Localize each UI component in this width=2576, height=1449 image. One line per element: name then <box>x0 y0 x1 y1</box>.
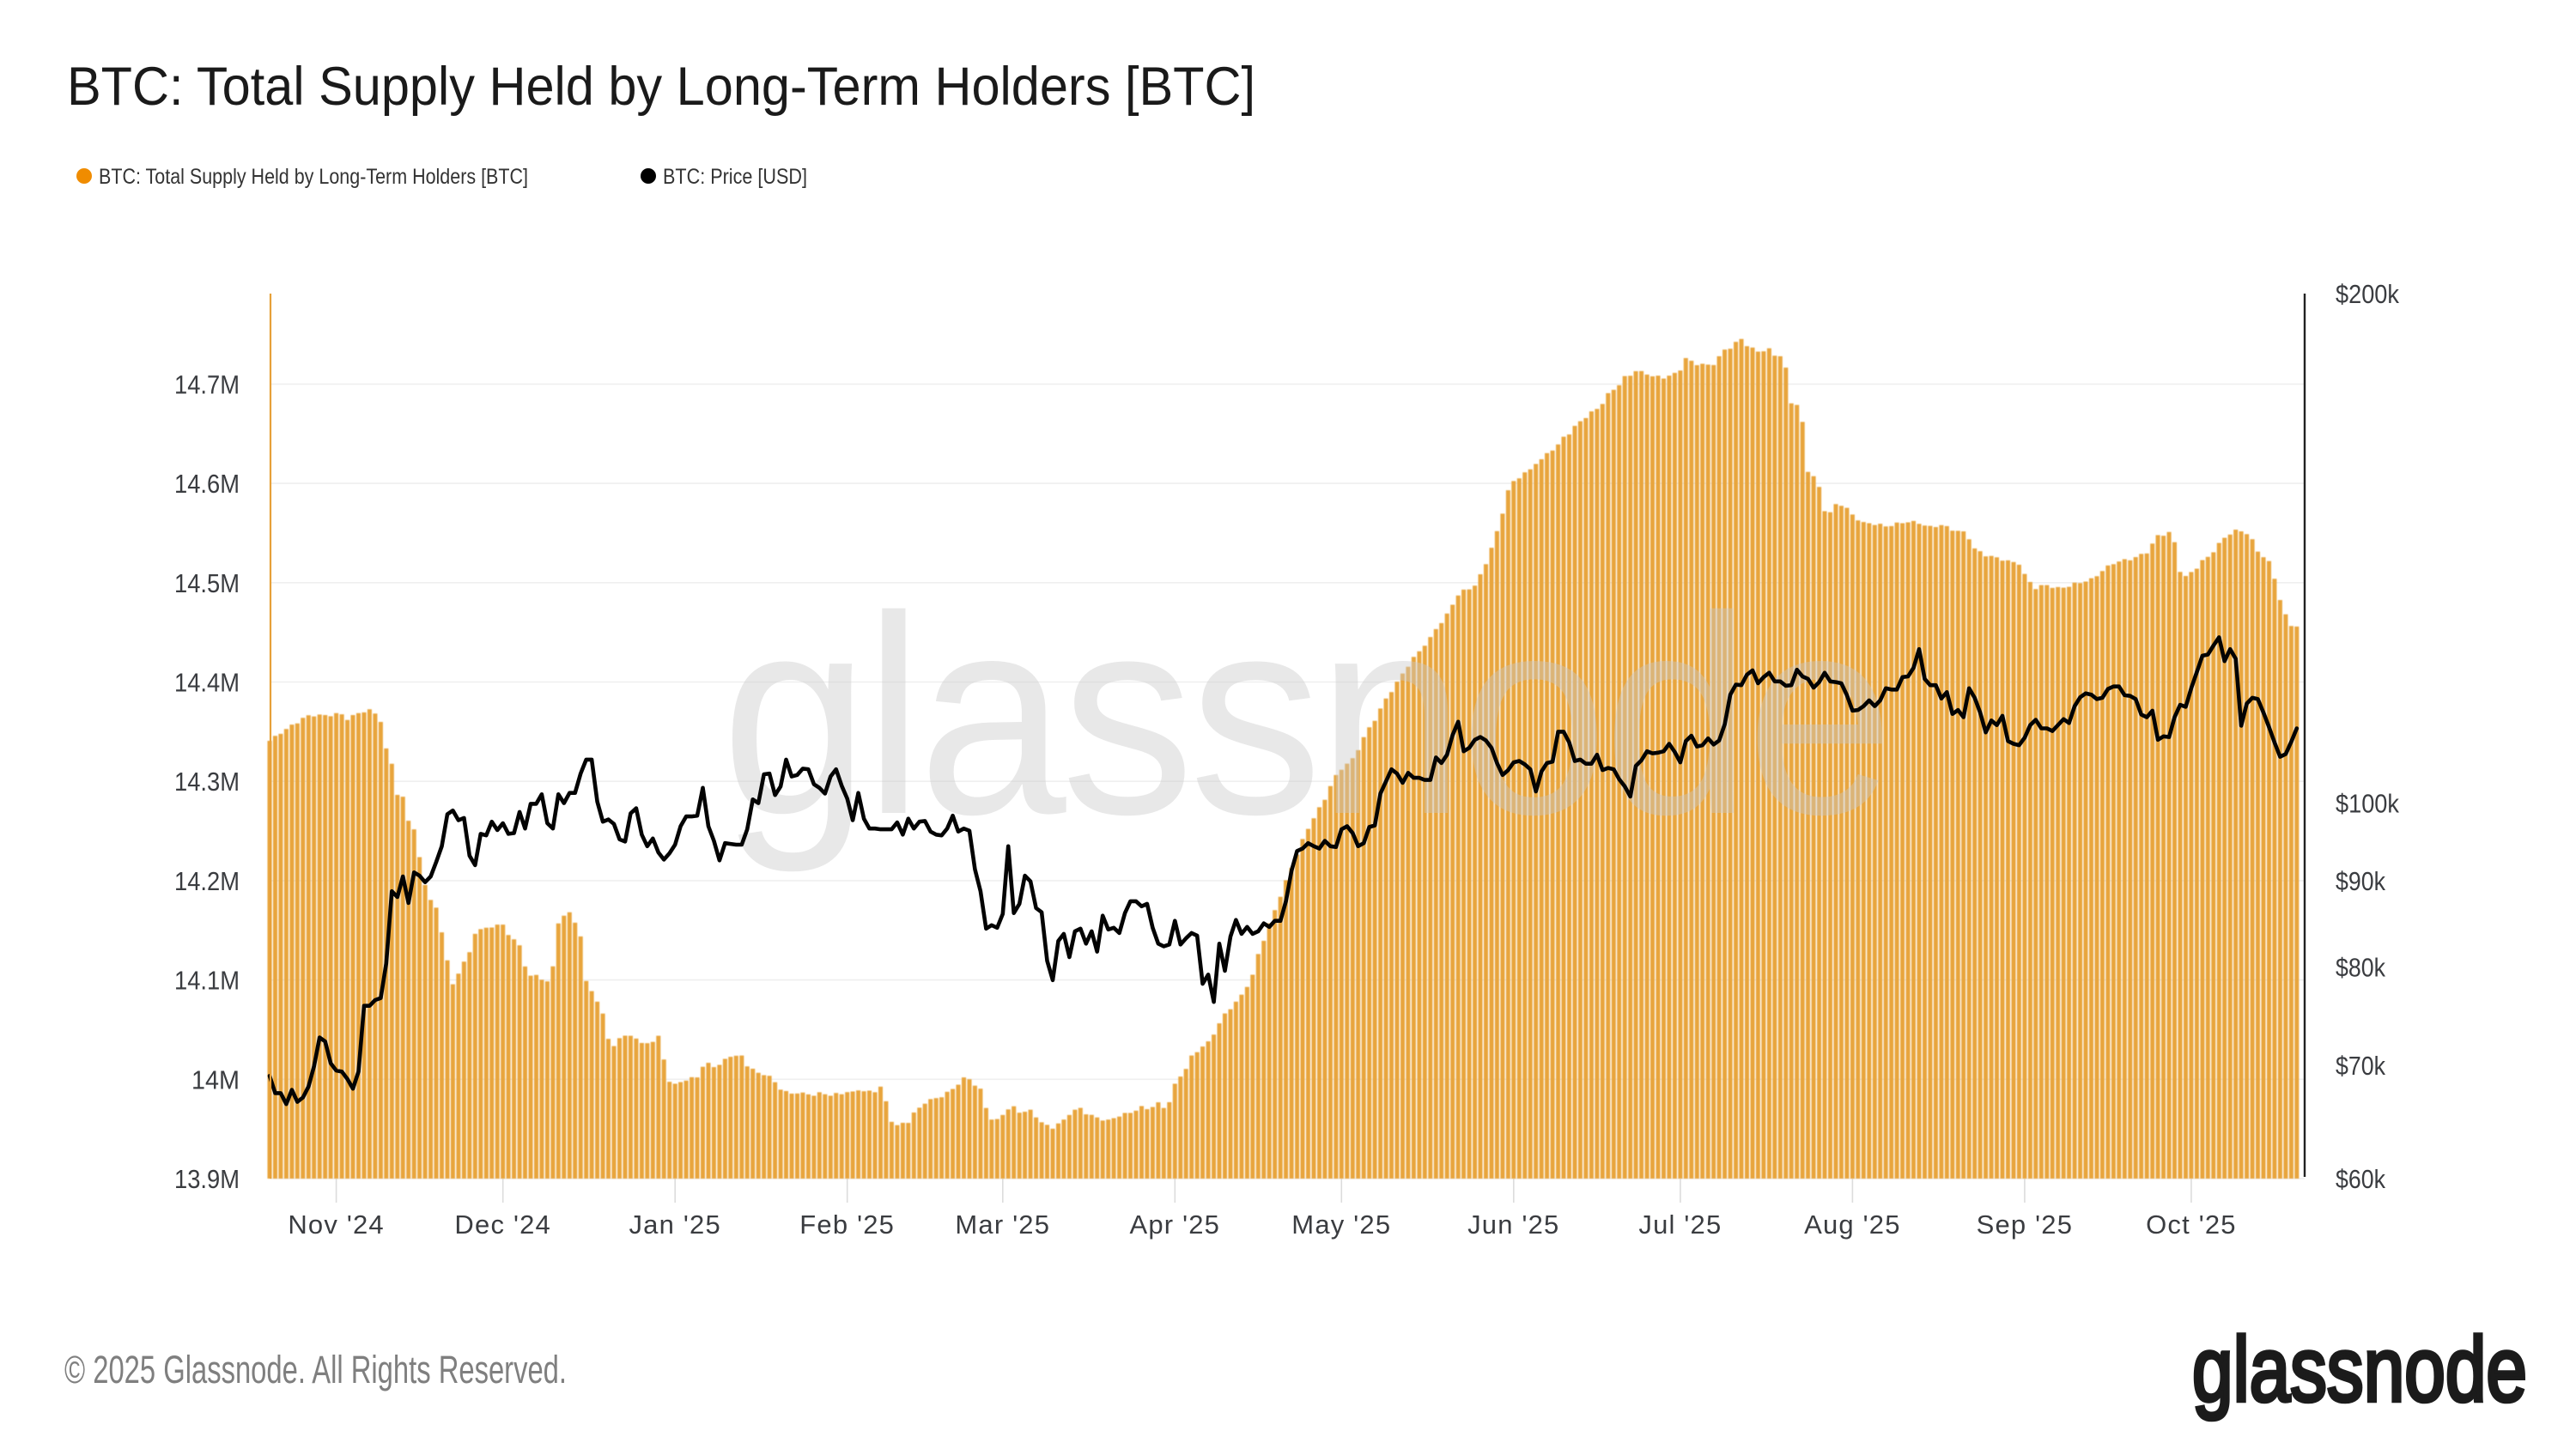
svg-text:Aug '25: Aug '25 <box>1804 1210 1901 1240</box>
svg-text:Dec '24: Dec '24 <box>454 1210 551 1240</box>
svg-text:14.1M: 14.1M <box>174 966 240 996</box>
svg-text:glassnode: glassnode <box>721 557 1889 875</box>
svg-text:14.4M: 14.4M <box>174 668 240 698</box>
svg-text:$200k: $200k <box>2336 279 2399 309</box>
svg-text:14.5M: 14.5M <box>174 568 240 598</box>
svg-text:Feb '25: Feb '25 <box>799 1210 895 1240</box>
svg-text:13.9M: 13.9M <box>174 1164 240 1194</box>
svg-text:14.7M: 14.7M <box>174 369 240 399</box>
svg-text:$90k: $90k <box>2336 866 2385 896</box>
svg-text:glassnode: glassnode <box>2192 1318 2527 1421</box>
svg-text:Apr '25: Apr '25 <box>1129 1210 1220 1240</box>
svg-text:Oct '25: Oct '25 <box>2146 1210 2237 1240</box>
svg-text:14M: 14M <box>191 1064 240 1094</box>
svg-text:BTC: Total Supply Held by Long: BTC: Total Supply Held by Long-Term Hold… <box>67 57 1255 117</box>
svg-text:BTC: Total Supply Held by Long: BTC: Total Supply Held by Long-Term Hold… <box>99 165 528 189</box>
svg-text:Jun '25: Jun '25 <box>1467 1210 1559 1240</box>
svg-text:$60k: $60k <box>2336 1164 2385 1194</box>
svg-text:May '25: May '25 <box>1291 1210 1391 1240</box>
svg-text:BTC: Price [USD]: BTC: Price [USD] <box>663 165 807 189</box>
svg-text:14.3M: 14.3M <box>174 767 240 797</box>
svg-text:Sep '25: Sep '25 <box>1977 1210 2074 1240</box>
svg-text:$80k: $80k <box>2336 953 2385 983</box>
svg-text:© 2025 Glassnode. All Rights R: © 2025 Glassnode. All Rights Reserved. <box>64 1348 567 1391</box>
svg-text:$100k: $100k <box>2336 789 2399 819</box>
svg-text:Jul '25: Jul '25 <box>1638 1210 1722 1240</box>
svg-text:14.2M: 14.2M <box>174 866 240 896</box>
svg-text:Nov '24: Nov '24 <box>288 1210 385 1240</box>
svg-text:Mar '25: Mar '25 <box>955 1210 1050 1240</box>
svg-text:Jan '25: Jan '25 <box>629 1210 720 1240</box>
svg-text:$70k: $70k <box>2336 1051 2385 1081</box>
svg-text:14.6M: 14.6M <box>174 469 240 499</box>
